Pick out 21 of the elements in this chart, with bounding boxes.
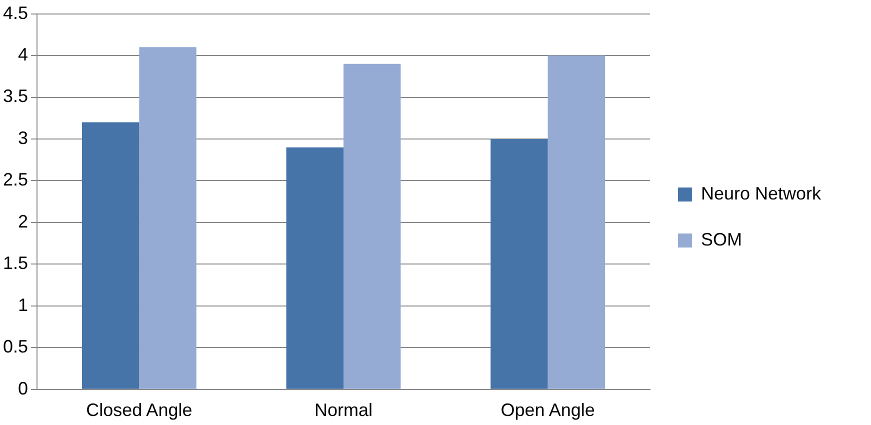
y-tick-label: 2.5 bbox=[2, 170, 28, 190]
bar bbox=[490, 139, 548, 389]
y-tick-label: 0.5 bbox=[2, 336, 28, 357]
y-tick-label: 3.5 bbox=[2, 86, 28, 106]
y-tick-label: 4.5 bbox=[2, 2, 28, 23]
bar bbox=[139, 47, 196, 389]
y-tick-label: 1 bbox=[18, 294, 28, 315]
y-tick-label: 4 bbox=[18, 44, 28, 64]
x-tick-label: Closed Angle bbox=[86, 400, 192, 420]
bar bbox=[343, 64, 401, 389]
y-tick-label: 2 bbox=[18, 211, 28, 232]
legend-label: SOM bbox=[700, 229, 742, 250]
legend-label: Neuro Network bbox=[700, 183, 822, 204]
y-tick-label: 0 bbox=[18, 378, 28, 398]
y-tick-label: 1.5 bbox=[2, 253, 28, 274]
bar bbox=[82, 122, 140, 389]
y-tick-label: 3 bbox=[18, 128, 28, 148]
bar bbox=[548, 56, 606, 389]
x-tick-label: Open Angle bbox=[500, 400, 595, 420]
bar bbox=[286, 147, 344, 389]
x-tick-label: Normal bbox=[314, 400, 372, 420]
